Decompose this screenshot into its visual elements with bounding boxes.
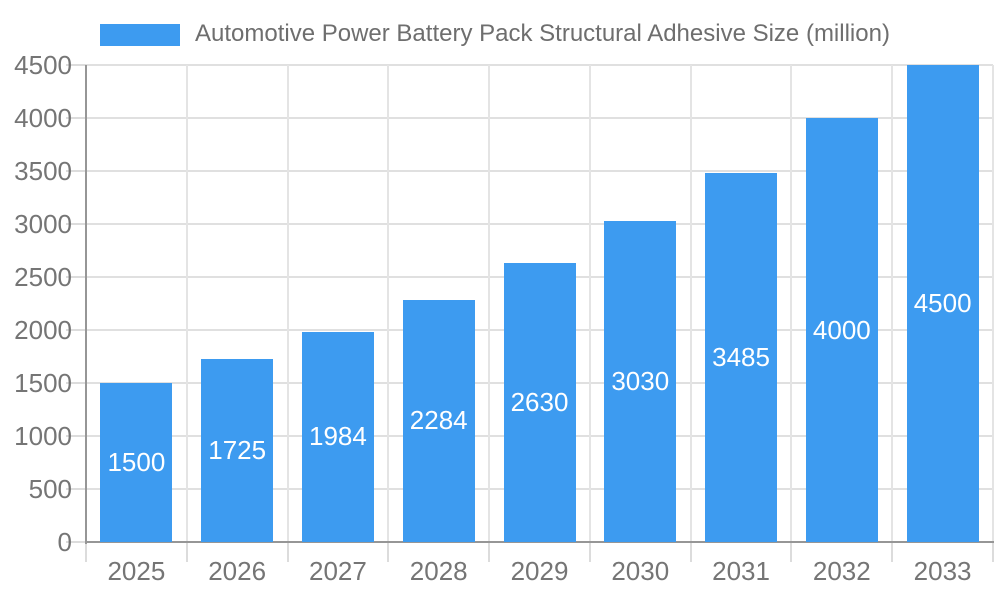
x-axis-tick	[286, 542, 289, 562]
x-axis-tick	[790, 542, 793, 562]
bar-2025[interactable]: 1500	[100, 383, 173, 542]
bar-2028[interactable]: 2284	[402, 299, 475, 542]
y-axis-tick	[66, 170, 86, 172]
gridline-horizontal	[86, 170, 993, 172]
y-axis-tick	[66, 435, 86, 437]
x-axis-tick	[891, 542, 894, 562]
y-axis-tick	[66, 488, 86, 490]
bar-value-label: 4000	[812, 314, 871, 345]
x-tick-label: 2030	[611, 556, 670, 586]
bar-2030[interactable]: 3030	[604, 220, 677, 542]
legend-swatch	[100, 24, 180, 46]
gridline-vertical	[185, 65, 188, 542]
bar-2033[interactable]: 4500	[906, 65, 979, 542]
bar-value-label: 3030	[611, 365, 670, 396]
chart-legend[interactable]: Automotive Power Battery Pack Structural…	[100, 19, 890, 49]
y-axis-tick	[66, 64, 86, 66]
x-axis-tick	[85, 542, 87, 562]
bar-2031[interactable]: 3485	[705, 172, 778, 542]
y-tick-label: 2500	[14, 262, 72, 292]
y-axis-tick	[66, 276, 86, 278]
y-tick-label: 1500	[14, 368, 72, 398]
gridline-vertical	[790, 65, 793, 542]
y-tick-label: 1000	[14, 421, 72, 451]
x-axis-tick	[588, 542, 591, 562]
bar-value-label: 3485	[712, 341, 770, 372]
x-axis-tick	[992, 542, 994, 562]
bar-2029[interactable]: 2630	[503, 263, 576, 542]
gridline-horizontal	[86, 223, 993, 225]
gridline-vertical	[286, 65, 289, 542]
bar-value-label: 4500	[913, 288, 972, 318]
y-axis-tick	[66, 117, 86, 119]
bar-value-label: 1725	[208, 435, 267, 466]
x-axis-line	[85, 541, 994, 543]
x-tick-label: 2033	[913, 556, 972, 586]
x-tick-label: 2028	[409, 556, 468, 586]
y-axis-line	[85, 65, 87, 544]
x-axis-tick	[185, 542, 188, 562]
x-axis-tick	[387, 542, 390, 562]
gridline-vertical	[992, 65, 994, 542]
gridline-vertical	[891, 65, 894, 542]
x-tick-label: 2031	[712, 556, 770, 586]
gridline-vertical	[387, 65, 390, 542]
bar-value-label: 2630	[510, 387, 569, 418]
bar-value-label: 1500	[107, 447, 166, 477]
y-axis-tick	[66, 541, 86, 543]
gridline-vertical	[588, 65, 591, 542]
y-tick-label: 4000	[14, 103, 72, 133]
y-tick-label: 3500	[14, 156, 72, 186]
x-tick-label: 2025	[107, 556, 166, 586]
bar-value-label: 1984	[309, 421, 367, 452]
legend-label: Automotive Power Battery Pack Structural…	[195, 20, 890, 47]
x-axis-tick	[689, 542, 692, 562]
y-tick-label: 4500	[14, 50, 72, 80]
gridline-horizontal	[86, 64, 993, 66]
bar-2027[interactable]: 1984	[301, 331, 374, 542]
x-tick-label: 2032	[812, 556, 871, 586]
y-tick-label: 2000	[14, 315, 72, 345]
y-axis-tick	[66, 223, 86, 225]
gridline-vertical	[689, 65, 692, 542]
x-tick-label: 2027	[309, 556, 367, 586]
y-axis-tick	[66, 382, 86, 384]
x-tick-label: 2026	[208, 556, 267, 586]
bar-2032[interactable]: 4000	[805, 118, 878, 542]
y-tick-label: 0	[57, 527, 72, 557]
bar-2026[interactable]: 1725	[201, 359, 274, 542]
y-tick-label: 3000	[14, 209, 72, 239]
bar-value-label: 2284	[409, 405, 468, 436]
gridline-vertical	[488, 65, 491, 542]
gridline-horizontal	[86, 117, 993, 119]
y-axis-tick	[66, 329, 86, 331]
y-tick-label: 500	[28, 474, 72, 504]
x-tick-label: 2029	[510, 556, 569, 586]
x-axis-tick	[488, 542, 491, 562]
